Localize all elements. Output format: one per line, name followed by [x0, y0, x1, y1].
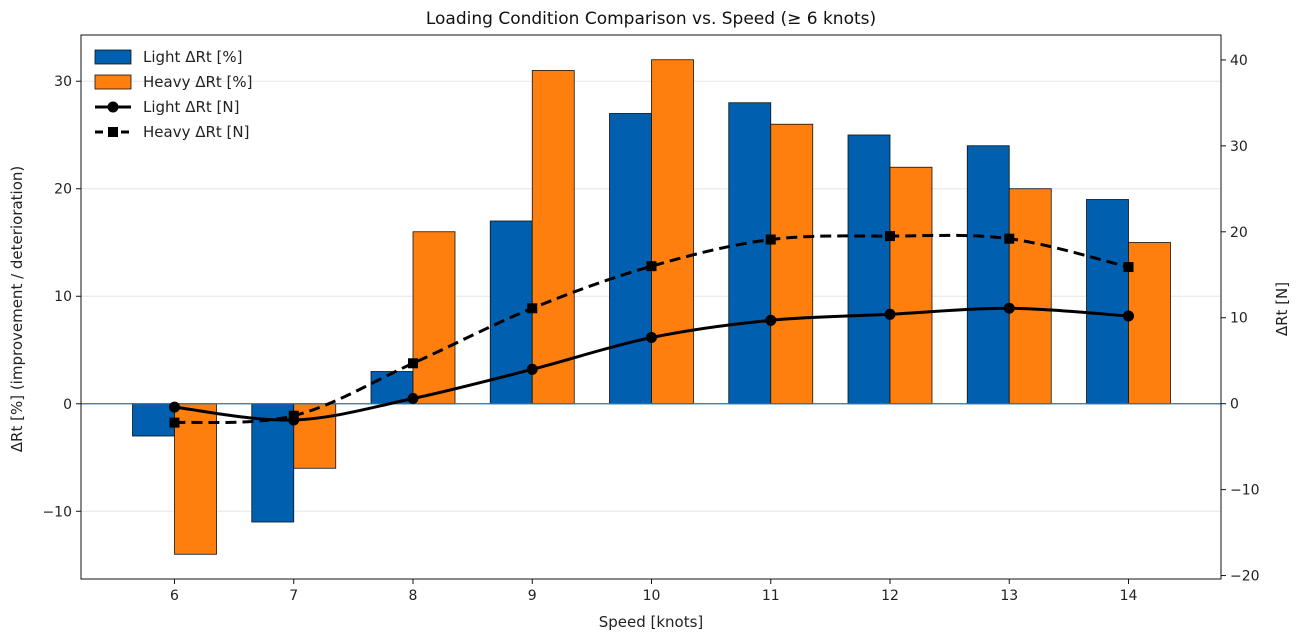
y-tick-label-0: −10 [42, 504, 72, 520]
legend: Light ΔRt [%] Heavy ΔRt [%] Light ΔRt [N] H… [94, 48, 253, 141]
marker-light-n-14 [1123, 310, 1134, 322]
y2-tick-label-4: 20 [1230, 225, 1248, 241]
bar-heavy-6 [174, 403, 217, 555]
x-tick-label-9: 9 [528, 588, 537, 604]
x-tick-label-12: 12 [881, 588, 899, 604]
bar-light-12 [847, 134, 891, 405]
bar-light-10 [609, 113, 652, 405]
x-tick-label-8: 8 [409, 588, 418, 604]
bar-light-11 [728, 102, 772, 405]
line-heavy-n [174, 233, 1129, 425]
y2-tick-label-0: −20 [1230, 569, 1260, 585]
legend-swatch-0 [94, 49, 132, 65]
marker-light-n-12 [884, 308, 896, 320]
legend-swatch-1 [94, 74, 132, 90]
x-axis-title: Speed [knots] [599, 613, 704, 631]
bar-heavy-14 [1128, 242, 1171, 405]
legend-marker-2 [107, 101, 119, 113]
marker-light-n-9 [526, 363, 538, 375]
x-tick-label-11: 11 [762, 588, 780, 604]
y-tick-label-2: 10 [54, 289, 72, 305]
chart-title: Loading Condition Comparison vs. Speed (… [426, 9, 876, 29]
y-axis-title: ΔRt [%] (improvement / deterioration) [8, 166, 26, 452]
marker-heavy-n-7 [288, 410, 299, 421]
plot-area: 6 7 8 9 10 11 12 13 14 −10 0 10 20 30 −20 −10 0 10 20 30 40 [42, 34, 1260, 604]
bar-heavy-9 [531, 70, 575, 405]
marker-heavy-n-9 [527, 303, 538, 314]
marker-light-n-8 [407, 393, 419, 405]
bar-heavy-13 [1008, 188, 1052, 405]
y2-tick-label-6: 40 [1230, 53, 1248, 69]
y-tick-label-4: 30 [54, 74, 72, 90]
legend-label-1: Heavy ΔRt [%] [143, 73, 253, 91]
x-tick-label-13: 13 [1000, 588, 1018, 604]
bar-light-7 [251, 403, 295, 523]
bar-light-6 [132, 403, 175, 437]
y2-tick-label-2: 0 [1230, 397, 1239, 413]
marker-heavy-n-14 [1123, 262, 1134, 273]
bar-heavy-11 [770, 123, 814, 405]
marker-heavy-n-12 [885, 231, 895, 242]
x-tick-label-6: 6 [170, 588, 179, 604]
y2-axis-title: ΔRt [N] [1273, 282, 1291, 336]
marker-heavy-n-13 [1004, 233, 1015, 244]
marker-heavy-n-8 [408, 358, 418, 369]
marker-heavy-n-10 [646, 261, 657, 272]
legend-label-3: Heavy ΔRt [N] [143, 123, 249, 141]
y2-tick-label-3: 10 [1230, 311, 1248, 327]
bar-light-13 [966, 145, 1010, 405]
x-tick-label-10: 10 [643, 588, 661, 604]
bar-light-14 [1086, 199, 1129, 405]
bar-heavy-8 [412, 231, 456, 405]
y-tick-label-1: 0 [63, 397, 72, 413]
legend-label-2: Light ΔRt [N] [143, 98, 239, 116]
marker-heavy-n-11 [765, 234, 776, 245]
y-tick-label-3: 20 [54, 182, 72, 198]
marker-light-n-6 [169, 401, 180, 413]
legend-marker-3 [108, 127, 118, 137]
marker-light-n-11 [765, 314, 777, 326]
x-tick-label-7: 7 [289, 588, 298, 604]
marker-light-n-13 [1003, 302, 1015, 314]
marker-heavy-n-6 [169, 417, 180, 428]
bar-heavy-10 [651, 59, 694, 405]
x-tick-label-14: 14 [1120, 588, 1138, 604]
y2-tick-label-1: −10 [1230, 483, 1260, 499]
bar-heavy-12 [889, 166, 933, 405]
y2-tick-label-5: 30 [1230, 139, 1248, 155]
legend-label-0: Light ΔRt [%] [143, 48, 243, 66]
marker-light-n-10 [646, 332, 657, 344]
